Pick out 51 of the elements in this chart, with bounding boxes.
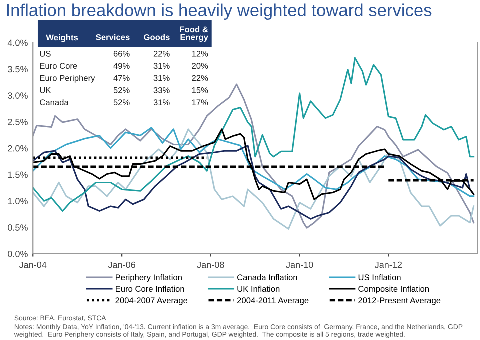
line-series <box>33 57 475 212</box>
y-tick-label: 1.5% <box>8 172 28 178</box>
legend-label: 2004-2007 Average <box>116 298 188 306</box>
x-tick-label: Jan-10 <box>286 262 314 268</box>
text: 31% <box>154 75 170 82</box>
x-tick-label: Jan-04 <box>19 262 47 268</box>
text: 12% <box>192 50 208 57</box>
line-series <box>33 84 475 229</box>
category-label: Euro Periphery <box>40 75 96 83</box>
line-series <box>33 128 475 230</box>
category-label: Goods <box>144 34 170 40</box>
text: 22% <box>192 75 208 82</box>
y-tick-label: 0.0% <box>8 250 28 258</box>
legend-label: 2004-2011 Average <box>238 298 309 306</box>
text: 22% <box>154 50 170 57</box>
x-tick-label: Jan-08 <box>197 262 224 268</box>
y-tick-label: 4.0% <box>8 40 28 46</box>
category-label: UK <box>40 88 52 94</box>
text: 17% <box>192 100 208 106</box>
legend-label: Canada Inflation <box>238 274 298 281</box>
legend-label: Composite Inflation <box>358 286 430 294</box>
category-label: Canada <box>40 99 69 106</box>
text: 31% <box>154 63 170 70</box>
legend-label: Euro Core Inflation <box>116 286 184 292</box>
text: 15% <box>192 88 208 94</box>
text: 33% <box>154 87 170 94</box>
category-label: Food & Energy <box>180 26 208 42</box>
category-label: Services <box>96 34 130 40</box>
y-tick-label: 2.5% <box>8 118 28 126</box>
category-label: Euro Core <box>40 63 78 70</box>
legend-label: UK Inflation <box>238 286 280 292</box>
y-tick-label: 1.0% <box>8 198 28 205</box>
y-tick-label: 0.5% <box>8 224 28 231</box>
text: 31% <box>154 100 170 106</box>
text: 52% <box>114 100 130 106</box>
text: 47% <box>114 75 130 82</box>
text: 49% <box>114 63 130 70</box>
y-tick-label: 3.5% <box>8 66 28 73</box>
chart-title: Inflation breakdown is heavily weighted toward services <box>7 4 432 20</box>
legend-label: 2012-Present Average <box>358 298 441 306</box>
y-tick-label: 3.0% <box>8 92 28 99</box>
x-tick-label: Jan-12 <box>374 262 402 268</box>
text: 66% <box>114 50 130 57</box>
text: Weights <box>46 34 78 42</box>
text: 20% <box>192 63 208 70</box>
legend-label: Periphery Inflation <box>116 274 182 282</box>
y-tick-label: 2.0% <box>8 145 28 152</box>
legend-label: US Inflation <box>358 274 401 281</box>
x-tick-label: Jan-06 <box>108 262 136 268</box>
category-label: US <box>40 50 51 57</box>
text: 52% <box>114 87 130 94</box>
